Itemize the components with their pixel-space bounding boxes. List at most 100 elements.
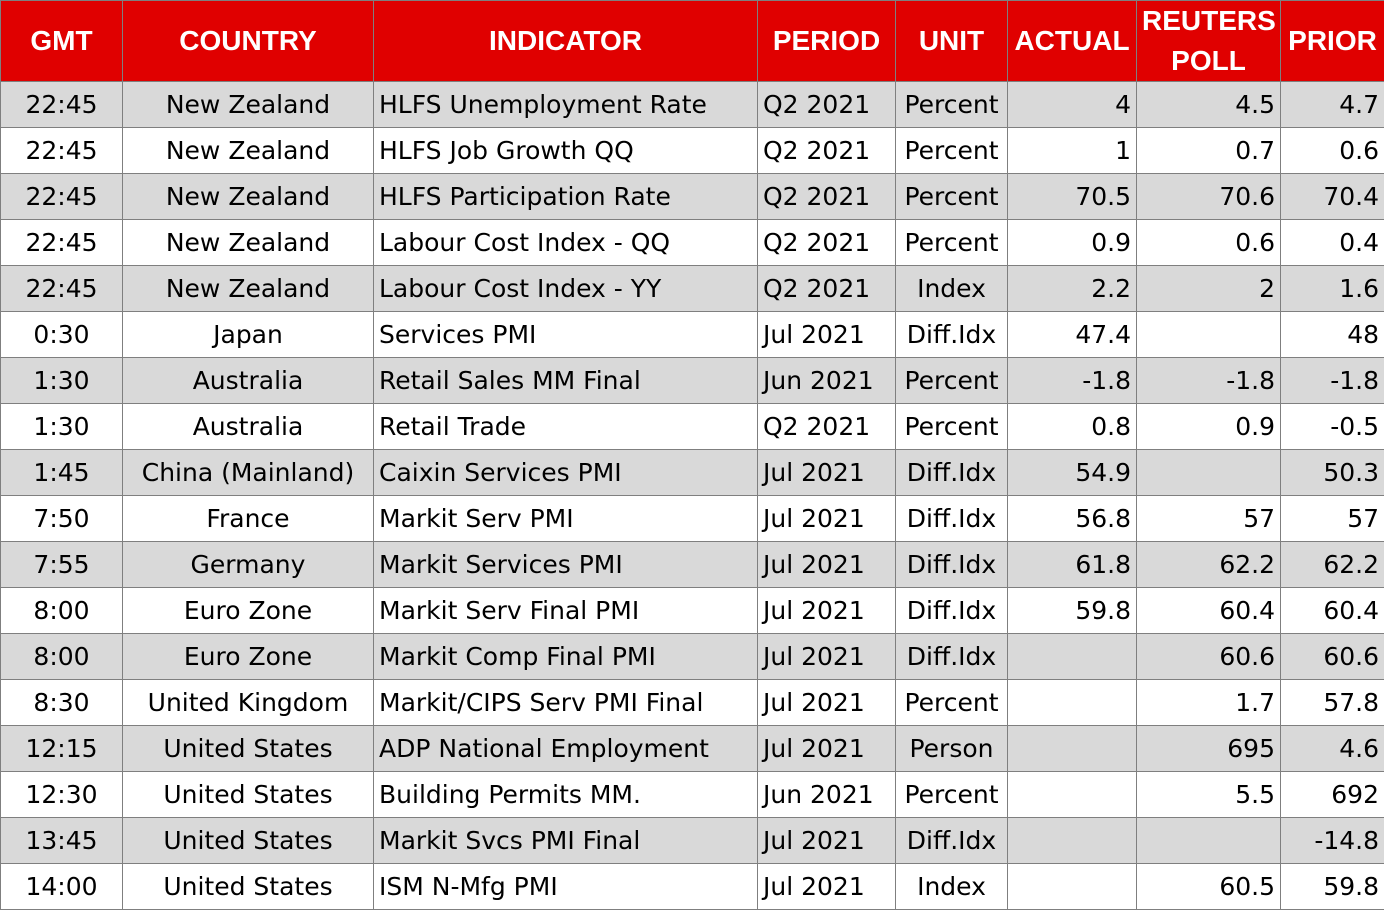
cell-unit: Percent [896, 220, 1008, 266]
cell-unit: Percent [896, 680, 1008, 726]
cell-country: Australia [123, 404, 374, 450]
cell-gmt: 12:30 [1, 772, 123, 818]
header-indicator: INDICATOR [374, 1, 758, 82]
cell-unit: Diff.Idx [896, 588, 1008, 634]
cell-gmt: 7:50 [1, 496, 123, 542]
cell-gmt: 13:45 [1, 818, 123, 864]
cell-country: New Zealand [123, 82, 374, 128]
cell-poll: 4.5 [1137, 82, 1281, 128]
cell-gmt: 22:45 [1, 174, 123, 220]
cell-country: New Zealand [123, 220, 374, 266]
cell-poll: 62.2 [1137, 542, 1281, 588]
cell-unit: Diff.Idx [896, 496, 1008, 542]
header-prior: PRIOR [1281, 1, 1384, 82]
cell-poll: 0.7 [1137, 128, 1281, 174]
cell-indicator: Markit Services PMI [374, 542, 758, 588]
cell-unit: Percent [896, 174, 1008, 220]
cell-unit: Percent [896, 82, 1008, 128]
header-row: GMT COUNTRY INDICATOR PERIOD UNIT ACTUAL… [1, 1, 1384, 82]
cell-actual: 4 [1008, 82, 1137, 128]
cell-poll: 0.9 [1137, 404, 1281, 450]
cell-actual [1008, 634, 1137, 680]
cell-prior: 57 [1281, 496, 1384, 542]
cell-country: New Zealand [123, 128, 374, 174]
cell-indicator: Markit/CIPS Serv PMI Final [374, 680, 758, 726]
cell-period: Q2 2021 [758, 82, 896, 128]
cell-prior: -0.5 [1281, 404, 1384, 450]
cell-actual [1008, 864, 1137, 910]
cell-actual [1008, 680, 1137, 726]
cell-prior: 1.6 [1281, 266, 1384, 312]
cell-unit: Person [896, 726, 1008, 772]
cell-poll: 0.6 [1137, 220, 1281, 266]
cell-poll [1137, 818, 1281, 864]
cell-gmt: 22:45 [1, 128, 123, 174]
cell-period: Jul 2021 [758, 542, 896, 588]
cell-poll [1137, 450, 1281, 496]
cell-prior: 692 [1281, 772, 1384, 818]
cell-period: Jul 2021 [758, 818, 896, 864]
cell-unit: Percent [896, 128, 1008, 174]
cell-poll: -1.8 [1137, 358, 1281, 404]
cell-prior: 62.2 [1281, 542, 1384, 588]
cell-poll: 2 [1137, 266, 1281, 312]
cell-actual: 2.2 [1008, 266, 1137, 312]
cell-indicator: HLFS Unemployment Rate [374, 82, 758, 128]
cell-actual: 70.5 [1008, 174, 1137, 220]
cell-country: United States [123, 772, 374, 818]
cell-poll: 60.5 [1137, 864, 1281, 910]
cell-indicator: Retail Trade [374, 404, 758, 450]
cell-indicator: HLFS Job Growth QQ [374, 128, 758, 174]
cell-unit: Diff.Idx [896, 634, 1008, 680]
cell-indicator: Markit Serv PMI [374, 496, 758, 542]
cell-actual: 61.8 [1008, 542, 1137, 588]
cell-prior: 59.8 [1281, 864, 1384, 910]
cell-actual [1008, 772, 1137, 818]
header-actual: ACTUAL [1008, 1, 1137, 82]
cell-country: Euro Zone [123, 588, 374, 634]
cell-period: Jul 2021 [758, 864, 896, 910]
cell-period: Q2 2021 [758, 404, 896, 450]
cell-poll: 57 [1137, 496, 1281, 542]
cell-prior: 0.6 [1281, 128, 1384, 174]
header-country: COUNTRY [123, 1, 374, 82]
cell-actual: 1 [1008, 128, 1137, 174]
cell-poll: 5.5 [1137, 772, 1281, 818]
cell-gmt: 22:45 [1, 266, 123, 312]
cell-period: Q2 2021 [758, 266, 896, 312]
cell-unit: Index [896, 266, 1008, 312]
cell-period: Q2 2021 [758, 128, 896, 174]
cell-country: China (Mainland) [123, 450, 374, 496]
header-period: PERIOD [758, 1, 896, 82]
cell-period: Jun 2021 [758, 772, 896, 818]
cell-indicator: Caixin Services PMI [374, 450, 758, 496]
cell-period: Jul 2021 [758, 496, 896, 542]
cell-actual [1008, 818, 1137, 864]
cell-prior: 50.3 [1281, 450, 1384, 496]
cell-prior: -1.8 [1281, 358, 1384, 404]
cell-country: United States [123, 726, 374, 772]
cell-indicator: Markit Comp Final PMI [374, 634, 758, 680]
cell-prior: 60.6 [1281, 634, 1384, 680]
cell-prior: 70.4 [1281, 174, 1384, 220]
cell-gmt: 1:30 [1, 358, 123, 404]
cell-poll: 70.6 [1137, 174, 1281, 220]
cell-country: New Zealand [123, 266, 374, 312]
cell-unit: Diff.Idx [896, 542, 1008, 588]
cell-unit: Percent [896, 358, 1008, 404]
cell-actual [1008, 726, 1137, 772]
cell-unit: Diff.Idx [896, 450, 1008, 496]
cell-indicator: Markit Serv Final PMI [374, 588, 758, 634]
